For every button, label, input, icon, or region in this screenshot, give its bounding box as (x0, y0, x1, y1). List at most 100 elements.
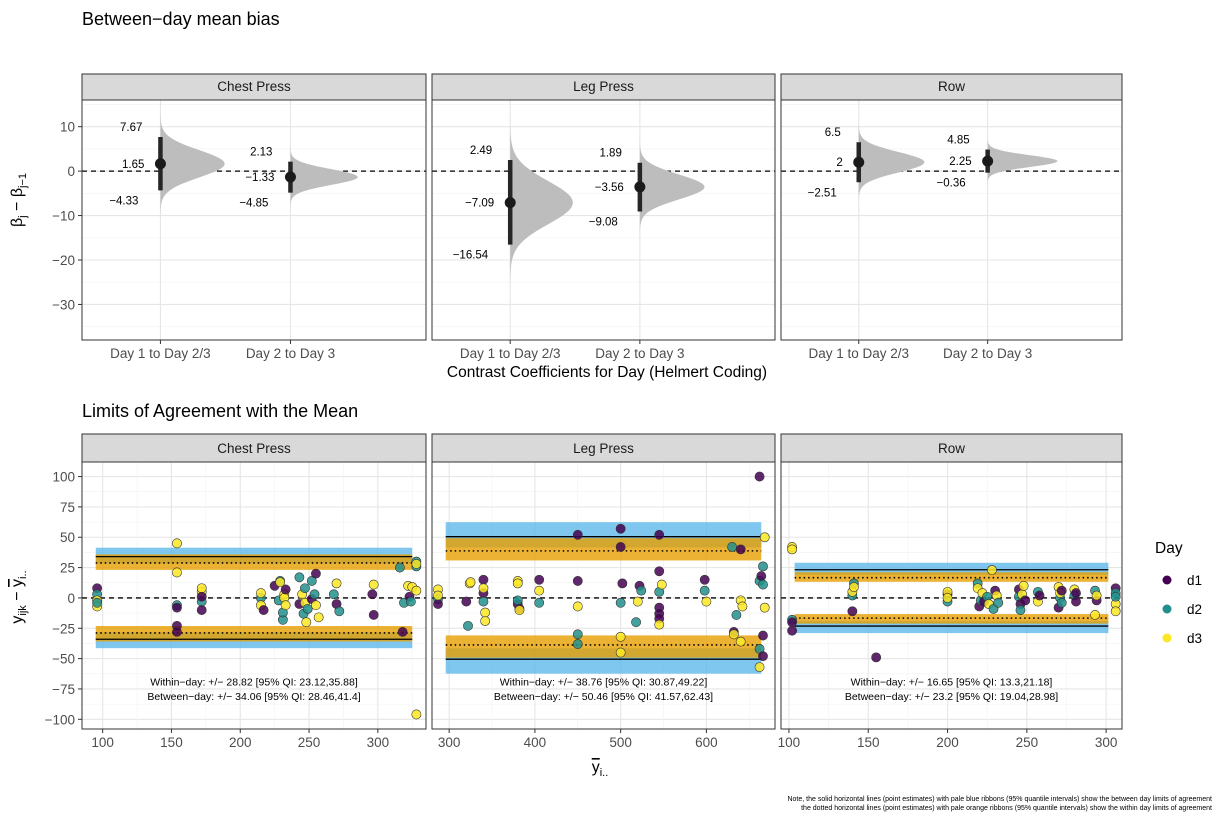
data-point-d3 (759, 532, 770, 543)
data-point-d1 (572, 576, 583, 586)
posterior-density (160, 109, 225, 219)
top-strip-label: Chest Press (217, 79, 291, 94)
data-point-d1 (1071, 588, 1081, 598)
point-estimate (284, 171, 296, 183)
data-point-d2 (328, 589, 339, 600)
bottom-panel-1: Chest Press Within−day: +/− 28.82 [95% QI… (45, 433, 427, 750)
data-point-d3 (615, 647, 626, 658)
data-point-d1 (433, 599, 443, 609)
bottom-strip-label: Chest Press (217, 441, 291, 456)
upper-label: 2.13 (250, 147, 272, 159)
estimate-label: −1.33 (245, 172, 274, 184)
bottom-y-tick-label: −100 (45, 712, 75, 727)
lower-label: −0.36 (937, 178, 966, 190)
data-point-d3 (411, 585, 422, 596)
upper-label: 2.49 (470, 145, 492, 157)
data-point-d2 (731, 610, 742, 620)
data-point-d2 (1015, 605, 1026, 615)
top-y-tick-label: −20 (52, 253, 75, 268)
data-point-d3 (787, 544, 798, 555)
data-point-d3 (275, 577, 286, 588)
data-point-d3 (331, 578, 342, 589)
data-point-d3 (987, 565, 997, 575)
data-point-d2 (306, 576, 317, 586)
legend-key-d1 (1162, 575, 1172, 585)
data-point-d1 (280, 584, 291, 595)
legend-label-d3: d3 (1187, 631, 1202, 646)
top-strip-label: Leg Press (573, 79, 634, 94)
data-point-d2 (699, 585, 710, 596)
between-day-ribbon (794, 621, 1109, 634)
data-point-d2 (294, 572, 305, 583)
data-point-d1 (654, 529, 665, 540)
bottom-x-tick-label: 150 (857, 735, 880, 750)
within-day-ribbon (445, 635, 762, 658)
data-point-d3 (735, 636, 746, 647)
top-panel-border (780, 99, 1123, 341)
within-day-ribbon (445, 538, 762, 561)
legend: Day d1 d2 d3 (1155, 540, 1202, 646)
data-point-d3 (313, 612, 324, 623)
data-point-d3 (728, 629, 739, 640)
data-point-d3 (411, 559, 422, 569)
between-day-ribbon (794, 562, 1109, 575)
data-point-d1 (461, 596, 472, 607)
data-point-d3 (280, 600, 291, 611)
data-point-d2 (572, 639, 583, 649)
top-strip-label: Row (938, 79, 965, 94)
bottom-x-tick-label: 150 (160, 735, 183, 750)
bottom-y-tick-label: 25 (60, 561, 75, 576)
data-point-d3 (572, 601, 583, 612)
bottom-y-tick-label: 100 (52, 470, 75, 485)
within-day-ribbon (794, 614, 1109, 624)
data-point-d1 (617, 578, 628, 589)
data-point-d1 (871, 652, 882, 663)
data-point-d2 (534, 597, 545, 608)
bottom-x-tick-label: 200 (936, 735, 959, 750)
note-line-2: the dotted horizontal lines (point estim… (801, 805, 1212, 812)
data-point-d3 (411, 709, 422, 720)
data-point-d1 (787, 617, 798, 628)
estimate-label: 2 (836, 157, 842, 169)
top-panel-1: Chest Press 1.65 −4.33 7.67 −1.33 −4.85 2.13 Da… (52, 73, 427, 361)
data-point-d3 (701, 596, 712, 607)
bottom-y-tick-label: 50 (60, 530, 75, 545)
data-point-d3 (1110, 606, 1121, 617)
bottom-x-tick-label: 200 (229, 735, 252, 750)
posterior-density (858, 121, 925, 204)
data-point-d3 (433, 590, 443, 601)
data-point-d3 (942, 593, 953, 603)
data-point-d3 (172, 538, 182, 549)
data-point-d1 (735, 544, 746, 555)
legend-label-d2: d2 (1187, 602, 1202, 617)
top-y-tick-label: −10 (52, 209, 75, 224)
bottom-panel-border (780, 461, 1123, 730)
data-point-d3 (512, 578, 523, 589)
bottom-x-tick-label: 100 (778, 735, 801, 750)
lower-label: −4.85 (239, 198, 268, 210)
data-point-d2 (631, 617, 641, 628)
data-point-d3 (514, 605, 525, 615)
top-plot-area (82, 100, 426, 340)
estimate-label: 2.25 (949, 156, 971, 168)
lower-label: −9.08 (589, 216, 618, 228)
data-point-d3 (301, 617, 312, 628)
bottom-y-tick-label: −25 (52, 621, 75, 636)
data-point-d3 (759, 602, 770, 613)
between-day-annotation: Between−day: +/− 50.46 [95% QI: 41.57,62… (494, 691, 713, 703)
top-y-tick-label: −30 (52, 297, 75, 312)
top-panel-3: Row 2 −2.51 6.5 2.25 −0.36 4.85 Day 1 to Day 2/… (780, 73, 1123, 361)
data-point-d3 (480, 616, 491, 626)
bottom-panel-2: Leg Press Within−day: +/− 38.76 [95% QI: … (431, 433, 776, 750)
bottom-strip-label: Leg Press (573, 441, 634, 456)
data-point-d2 (92, 597, 103, 608)
top-x-tick-label: Day 1 to Day 2/3 (808, 346, 909, 361)
top-x-tick-label: Day 2 to Day 3 (943, 346, 1032, 361)
data-point-d3 (849, 582, 859, 592)
upper-label: 1.89 (599, 148, 621, 160)
within-day-annotation: Within−day: +/− 16.65 [95% QI: 13.3,21.1… (851, 676, 1053, 688)
data-point-d1 (172, 627, 182, 637)
posterior-density (639, 137, 705, 237)
point-estimate (634, 181, 646, 193)
lower-label: −2.51 (808, 187, 837, 199)
